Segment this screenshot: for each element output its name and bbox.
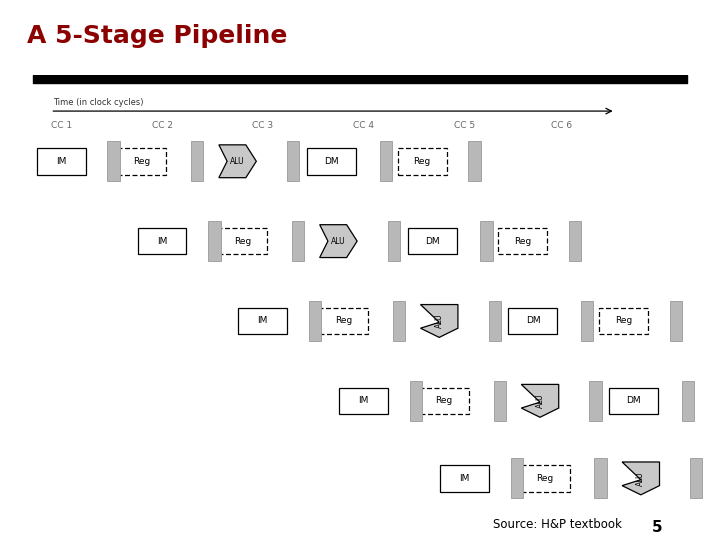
Text: IM: IM (157, 237, 167, 246)
Bar (339, 388, 388, 414)
Text: Source: H&P textbook: Source: H&P textbook (493, 518, 622, 531)
Bar (379, 141, 392, 181)
Bar (498, 228, 547, 254)
Bar (599, 308, 648, 334)
Text: IM: IM (56, 157, 66, 166)
Text: Reg: Reg (335, 316, 352, 326)
Text: DM: DM (526, 316, 540, 326)
Bar (480, 221, 492, 261)
Text: IM: IM (459, 474, 469, 483)
Text: IM: IM (359, 396, 369, 406)
Bar (319, 308, 368, 334)
Text: 5: 5 (652, 519, 662, 535)
Bar (307, 148, 356, 174)
Bar (138, 228, 186, 254)
Text: Reg: Reg (615, 316, 632, 326)
Text: DM: DM (324, 157, 338, 166)
Bar (410, 381, 422, 421)
Polygon shape (219, 145, 256, 178)
Bar (489, 301, 501, 341)
Text: ALU: ALU (536, 394, 544, 408)
Bar (238, 308, 287, 334)
Text: ALU: ALU (636, 471, 645, 485)
Bar (218, 228, 267, 254)
Polygon shape (622, 462, 660, 495)
Bar (208, 221, 220, 261)
Bar (393, 301, 405, 341)
Text: CC 5: CC 5 (454, 121, 475, 130)
Bar (420, 388, 469, 414)
Bar (397, 148, 446, 174)
Text: IM: IM (258, 316, 268, 326)
Bar (521, 465, 570, 491)
Bar (569, 221, 582, 261)
Text: CC 1: CC 1 (50, 121, 72, 130)
Text: CC 2: CC 2 (151, 121, 173, 130)
Bar (117, 148, 166, 174)
Text: A 5-Stage Pipeline: A 5-Stage Pipeline (27, 24, 288, 48)
Text: ALU: ALU (331, 237, 346, 246)
Text: Reg: Reg (413, 157, 431, 166)
Text: CC 4: CC 4 (353, 121, 374, 130)
Text: DM: DM (626, 396, 641, 406)
Polygon shape (320, 225, 357, 258)
Text: CC 3: CC 3 (252, 121, 274, 130)
Bar (440, 465, 489, 491)
Bar (595, 458, 607, 498)
Bar (609, 388, 658, 414)
Bar (590, 381, 602, 421)
Bar (287, 141, 300, 181)
Text: ALU: ALU (435, 314, 444, 328)
Polygon shape (521, 384, 559, 417)
Bar (468, 141, 481, 181)
Text: DM: DM (425, 237, 439, 246)
Bar (388, 221, 400, 261)
Polygon shape (420, 305, 458, 338)
Text: CC 6: CC 6 (551, 121, 572, 130)
Bar (581, 301, 593, 341)
Bar (494, 381, 506, 421)
Bar (107, 141, 120, 181)
Text: Reg: Reg (234, 237, 251, 246)
Bar (408, 228, 456, 254)
Bar (192, 141, 204, 181)
Bar (510, 458, 523, 498)
Bar (292, 221, 305, 261)
Text: Reg: Reg (436, 396, 453, 406)
Text: Reg: Reg (536, 474, 554, 483)
Bar (508, 308, 557, 334)
Bar (37, 148, 86, 174)
Text: ALU: ALU (230, 157, 245, 166)
Text: Time (in clock cycles): Time (in clock cycles) (53, 98, 144, 107)
Bar (309, 301, 321, 341)
Bar (670, 301, 683, 341)
Text: Reg: Reg (133, 157, 150, 166)
Bar (690, 458, 703, 498)
Bar (682, 381, 694, 421)
Text: Reg: Reg (514, 237, 531, 246)
